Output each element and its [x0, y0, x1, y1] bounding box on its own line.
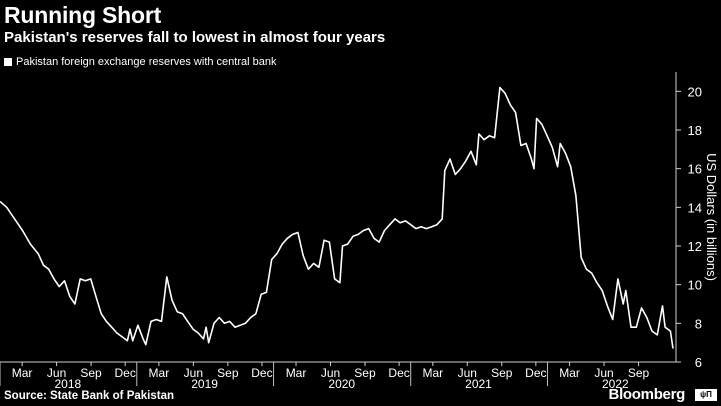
x-tick-label: Sep [354, 366, 376, 380]
y-tick-label: 20 [688, 84, 702, 99]
source-note: Source: State Bank of Pakistan [4, 390, 174, 402]
x-tick-label: Dec [525, 366, 546, 380]
x-tick-label: Sep [217, 366, 239, 380]
x-tick-label: Mar [286, 366, 307, 380]
legend-label: Pakistan foreign exchange reserves with … [16, 56, 277, 68]
legend-swatch [4, 58, 12, 66]
x-tick-label: Jun [594, 366, 613, 380]
y-tick-label: 10 [688, 278, 702, 293]
x-tick-label: Jun [321, 366, 340, 380]
brand-logo-icon: ψΠ [695, 389, 717, 401]
x-tick-label: Sep [80, 366, 102, 380]
series-line-reserves [0, 86, 674, 349]
x-year-label: 2018 [54, 377, 81, 391]
x-tick-label: Dec [251, 366, 272, 380]
chart-axes: 6 8 10 12 14 16 18 20 US Dollars (in billions) Ma… [0, 72, 719, 391]
x-tick-label: Dec [114, 366, 135, 380]
x-tick-label: Mar [149, 366, 170, 380]
chart-legend: Pakistan foreign exchange reserves with … [4, 56, 276, 68]
x-tick-label: Mar [559, 366, 580, 380]
x-year-label: 2022 [602, 377, 629, 391]
x-year-label: 2019 [191, 377, 218, 391]
y-tick-label: 6 [695, 355, 702, 370]
y-tick-label: 12 [688, 239, 702, 254]
x-tick-label: Sep [628, 366, 650, 380]
chart-title: Running Short [4, 2, 162, 28]
y-axis-title: US Dollars (in billions) [704, 153, 719, 281]
x-tick-label: Jun [184, 366, 203, 380]
x-year-label: 2021 [465, 377, 492, 391]
chart-series [0, 86, 674, 349]
chart-subtitle: Pakistan's reserves fall to lowest in al… [4, 29, 386, 46]
x-tick-label: Sep [491, 366, 513, 380]
x-tick-label: Jun [47, 366, 66, 380]
x-tick-label: Mar [422, 366, 443, 380]
y-tick-label: 8 [695, 316, 702, 331]
x-tick-label: Dec [388, 366, 409, 380]
y-tick-label: 16 [688, 162, 702, 177]
x-tick-label: Mar [12, 366, 33, 380]
x-year-label: 2020 [328, 377, 355, 391]
y-tick-label: 18 [688, 123, 702, 138]
brand-name: Bloomberg [608, 386, 686, 403]
x-tick-label: Jun [458, 366, 477, 380]
y-tick-label: 14 [688, 200, 702, 215]
